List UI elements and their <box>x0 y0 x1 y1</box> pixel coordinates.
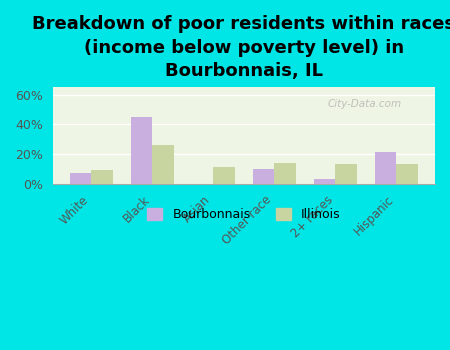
Bar <box>152 145 174 184</box>
Legend: Bourbonnais, Illinois: Bourbonnais, Illinois <box>141 201 346 228</box>
Bar <box>314 179 335 184</box>
Bar <box>70 173 91 184</box>
Text: City-Data.com: City-Data.com <box>328 99 402 109</box>
Bar <box>131 117 152 184</box>
Bar <box>253 169 274 184</box>
Bar <box>91 170 112 184</box>
Bar <box>396 164 418 184</box>
Bar <box>375 153 396 184</box>
Bar <box>213 167 234 184</box>
Bar <box>274 163 296 184</box>
Bar <box>335 164 357 184</box>
Title: Breakdown of poor residents within races
(income below poverty level) in
Bourbon: Breakdown of poor residents within races… <box>32 15 450 80</box>
